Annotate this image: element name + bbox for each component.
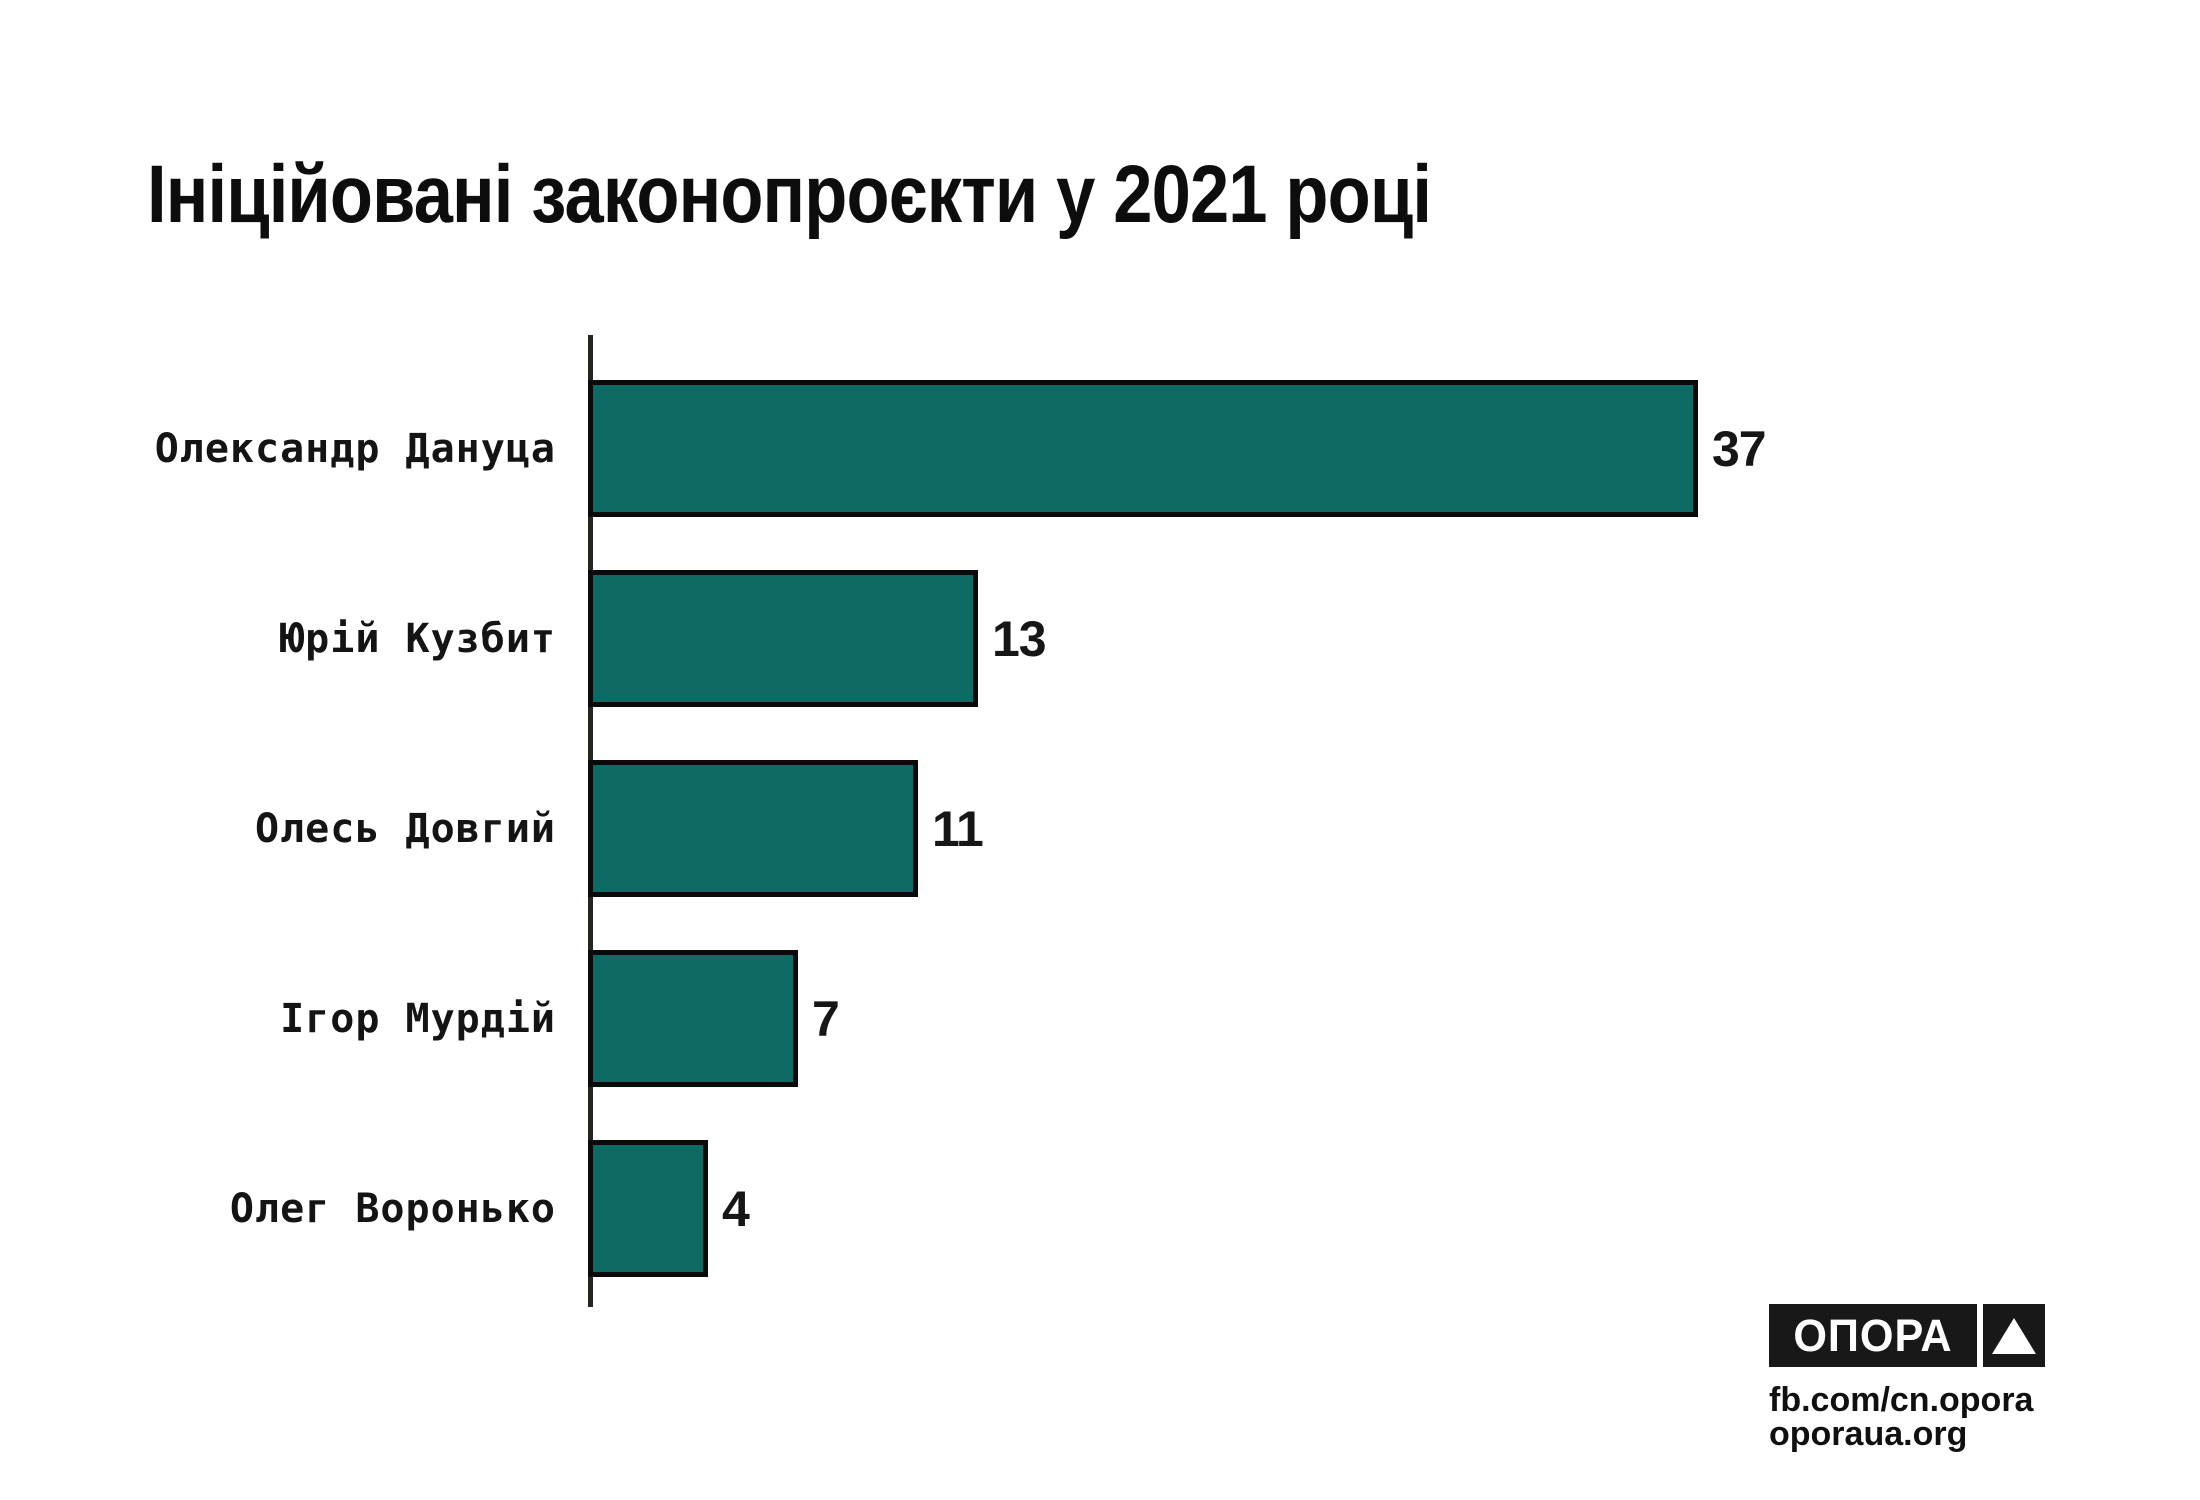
bar [588, 760, 918, 897]
category-label: Олександр Дануца [154, 425, 556, 472]
value-label: 7 [812, 990, 840, 1047]
opora-logo-text: ОПОРА [1793, 1309, 1953, 1361]
value-label: 37 [1712, 420, 1767, 477]
bar-row: Олесь Довгий 11 [0, 760, 2200, 897]
bar-row: Юрій Кузбит 13 [0, 570, 2200, 707]
bar-chart: Олександр Дануца 37 Юрій Кузбит 13 Олесь Дов… [0, 380, 2200, 1330]
bar-row: Олег Воронько 4 [0, 1140, 2200, 1277]
bar [588, 950, 798, 1087]
value-label: 11 [932, 800, 984, 857]
footer-link-facebook: fb.com/cn.opora [1769, 1381, 2034, 1419]
value-label: 13 [992, 610, 1047, 667]
opora-logo-triangle-box [1983, 1304, 2045, 1367]
bar-row: Ігор Мурдій 7 [0, 950, 2200, 1087]
category-label: Юрій Кузбит [280, 615, 556, 662]
footer-link-website: oporaua.org [1769, 1415, 1968, 1453]
bar-row: Олександр Дануца 37 [0, 380, 2200, 517]
value-label: 4 [722, 1180, 750, 1237]
category-label: Ігор Мурдій [280, 995, 556, 1042]
chart-title: Ініційовані законопроєкти у 2021 році [147, 149, 1432, 240]
footer-links: fb.com/cn.opora oporaua.org [1769, 1383, 2033, 1451]
bar [588, 1140, 708, 1277]
category-label: Олесь Довгий [255, 805, 556, 852]
category-label: Олег Воронько [229, 1185, 556, 1232]
bar [588, 380, 1698, 517]
triangle-icon [1992, 1317, 2036, 1354]
opora-logo: ОПОРА [1769, 1304, 1977, 1367]
bar [588, 570, 978, 707]
